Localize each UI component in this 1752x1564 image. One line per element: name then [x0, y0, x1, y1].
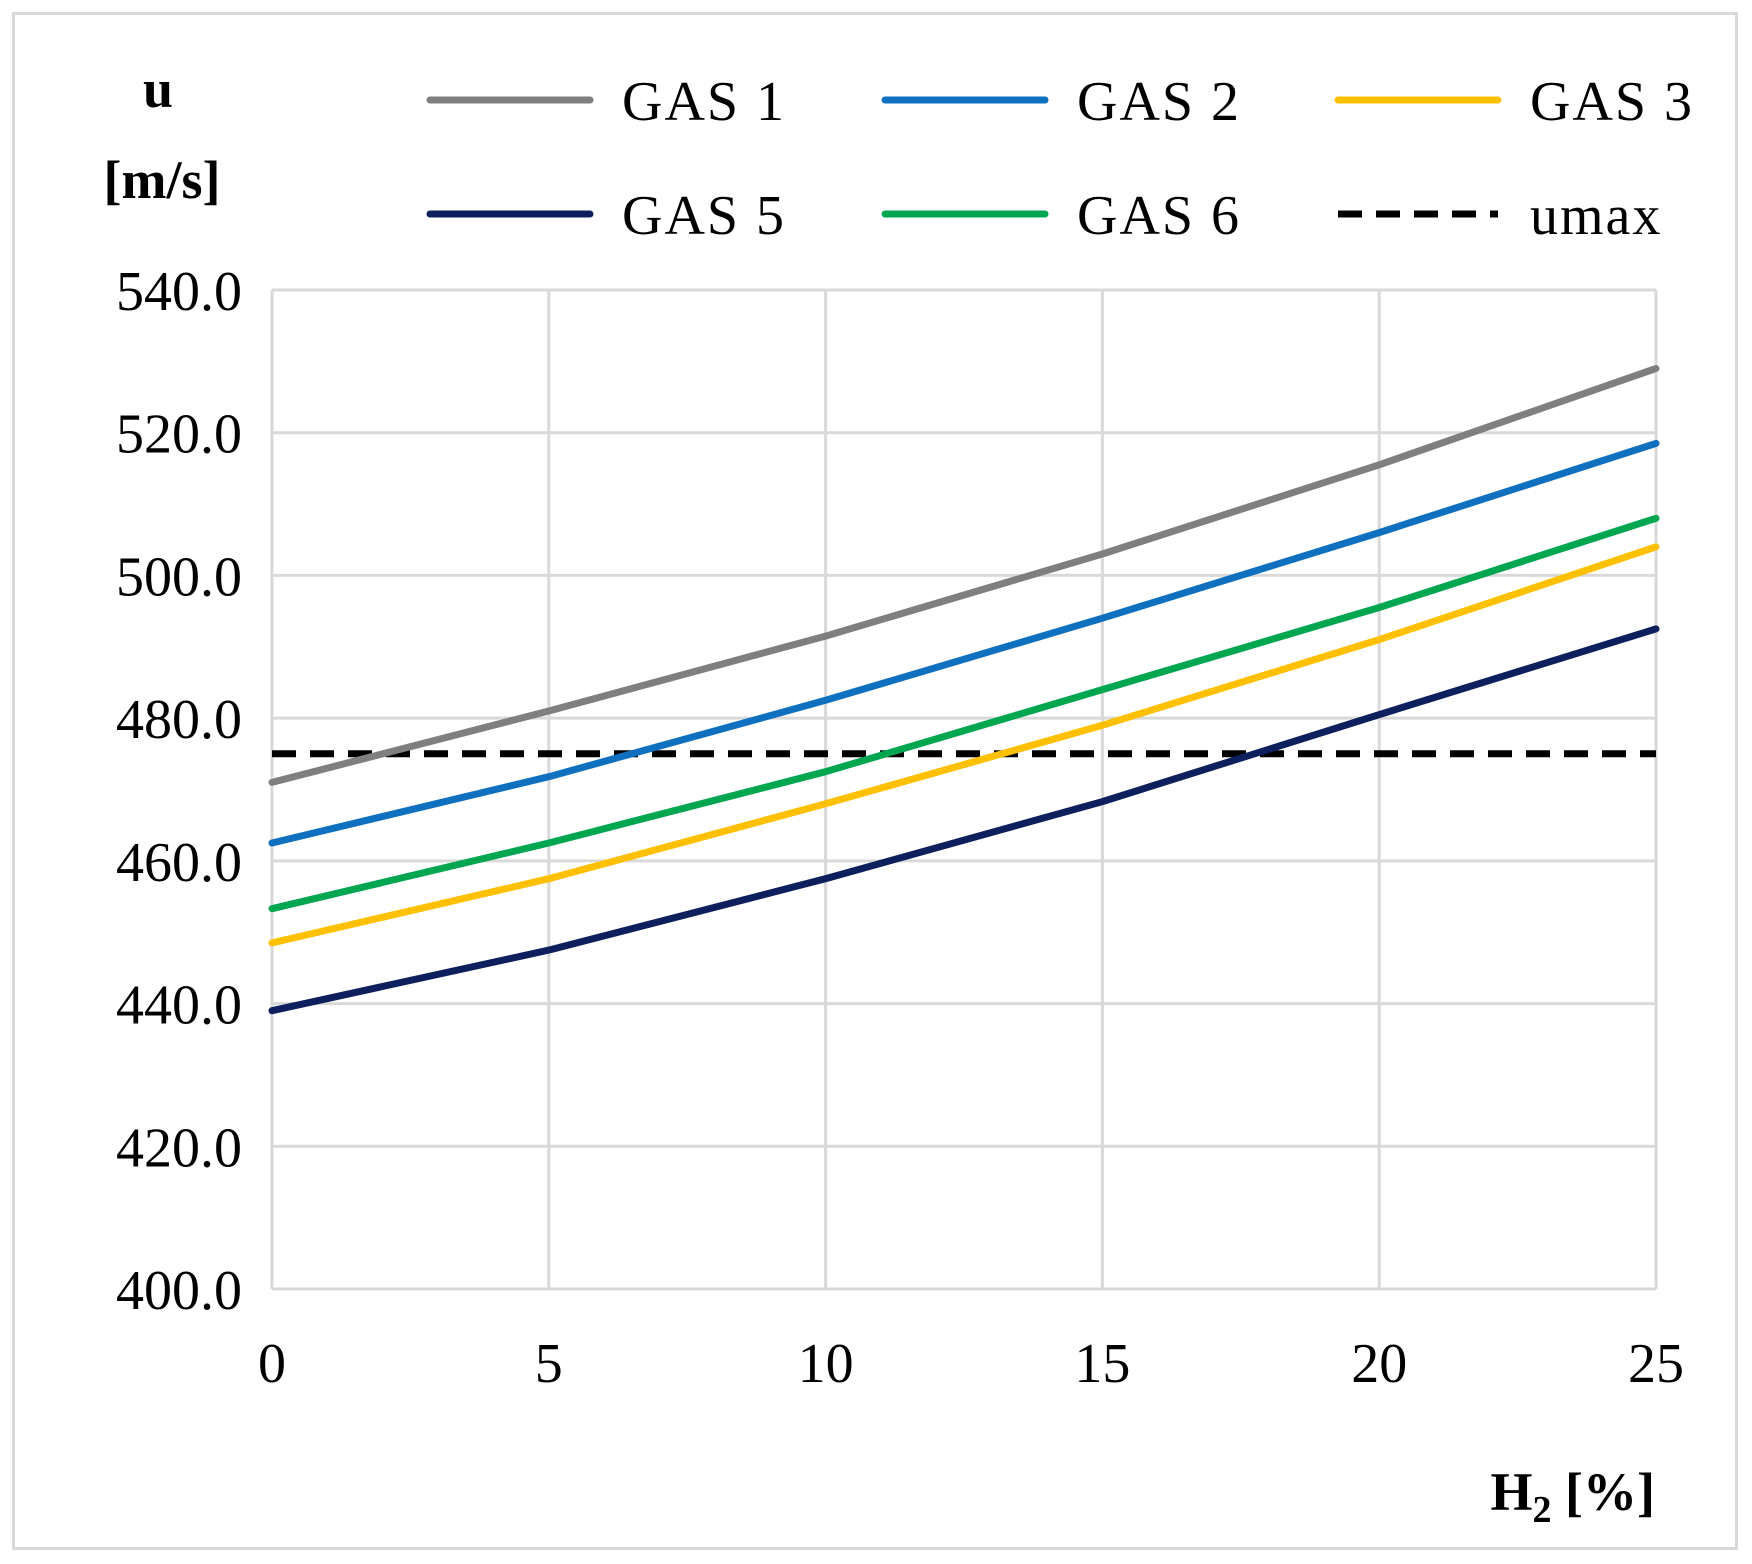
- series-line-gas-2: [268, 439, 1660, 847]
- y-axis-label-line1: u: [143, 59, 173, 119]
- x-axis-label-unit: [%]: [1552, 1462, 1655, 1522]
- legend-label-gas-5: GAS 5: [622, 185, 786, 247]
- x-tick-label: 25: [1628, 1333, 1684, 1395]
- y-tick-label: 440.0: [116, 975, 242, 1037]
- legend-label-gas-3: GAS 3: [1530, 71, 1694, 133]
- x-tick-label: 20: [1351, 1333, 1407, 1395]
- y-tick-label: 500.0: [116, 546, 242, 608]
- series-line-gas-3: [268, 543, 1660, 947]
- chart-frame: [12, 12, 1738, 1550]
- x-tick-label: 5: [535, 1333, 563, 1395]
- legend-label-gas-6: GAS 6: [1077, 185, 1241, 247]
- y-tick-label: 420.0: [116, 1117, 242, 1179]
- legend-label-gas-1: GAS 1: [622, 71, 786, 133]
- x-tick-labels: 0 5 10 15 20 25: [258, 1333, 1684, 1395]
- y-tick-label: 460.0: [116, 832, 242, 894]
- series-lines: [268, 365, 1660, 1015]
- legend-label-umax: umax: [1530, 185, 1662, 247]
- y-tick-label: 480.0: [116, 689, 242, 751]
- series-line-gas-1: [268, 365, 1660, 786]
- x-tick-label: 0: [258, 1333, 286, 1395]
- legend: GAS 1 GAS 2 GAS 3 GAS 5 GAS 6 umax: [426, 71, 1694, 247]
- x-tick-label: 15: [1074, 1333, 1130, 1395]
- x-axis-label-subscript: 2: [1533, 1489, 1552, 1531]
- y-tick-label: 540.0: [116, 261, 242, 323]
- x-axis-label-main: H: [1491, 1462, 1533, 1522]
- y-axis-label-line2: [m/s]: [104, 150, 221, 210]
- grid-lines: [270, 288, 1658, 1291]
- legend-label-gas-2: GAS 2: [1077, 71, 1241, 133]
- x-tick-label: 10: [798, 1333, 854, 1395]
- x-axis-label: H2 [%]: [1491, 1462, 1655, 1531]
- y-tick-label: 520.0: [116, 404, 242, 466]
- series-line-gas-5: [268, 625, 1660, 1015]
- series-line-gas-6: [268, 514, 1660, 913]
- y-tick-labels: 400.0 420.0 440.0 460.0 480.0 500.0 520.0 540.0: [116, 261, 242, 1322]
- y-tick-label: 400.0: [116, 1260, 242, 1322]
